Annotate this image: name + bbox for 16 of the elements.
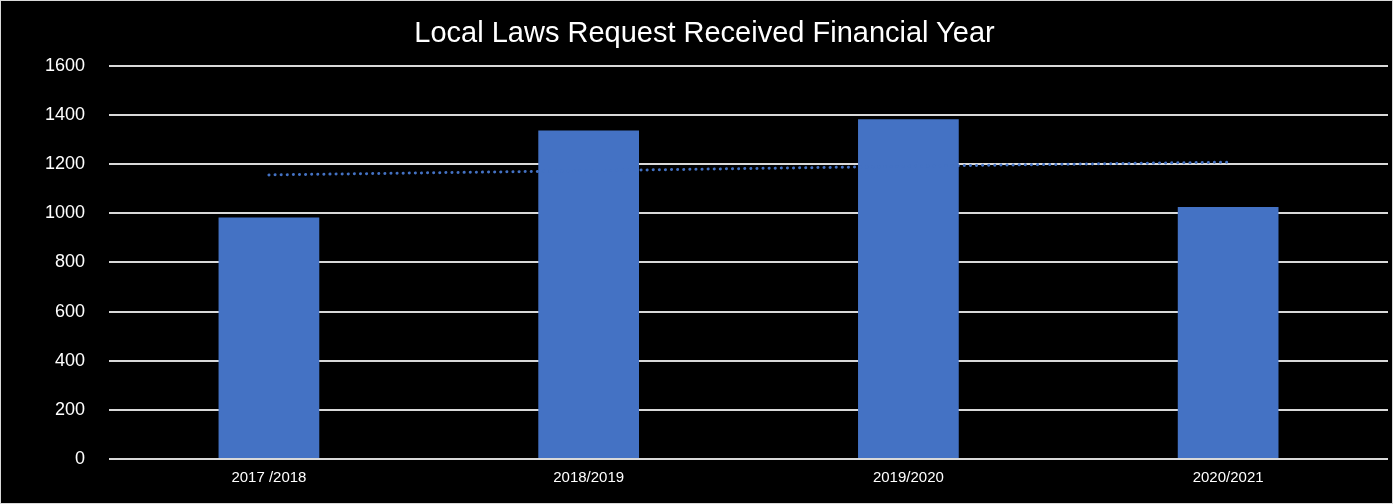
y-tick-label: 600 [55,300,86,321]
y-tick-label: 200 [55,398,86,419]
x-tick-label: 2018/2019 [553,468,625,486]
chart-title: Local Laws Request Received Financial Year [414,16,996,49]
y-tick-label: 400 [55,349,86,370]
x-tick-label: 2019/2020 [872,468,944,486]
y-tick-label: 1400 [45,103,86,124]
x-tick-label: 2020/2021 [1192,468,1264,486]
y-tick-label: 0 [75,447,86,468]
x-tick-label: 2017 /2018 [231,468,307,486]
y-tick-label: 800 [55,251,86,272]
y-tick-label: 1200 [45,153,86,174]
bar [1177,207,1279,458]
bar [218,217,320,458]
y-tick-label: 1600 [45,54,86,75]
y-tick-label: 1000 [45,202,86,223]
